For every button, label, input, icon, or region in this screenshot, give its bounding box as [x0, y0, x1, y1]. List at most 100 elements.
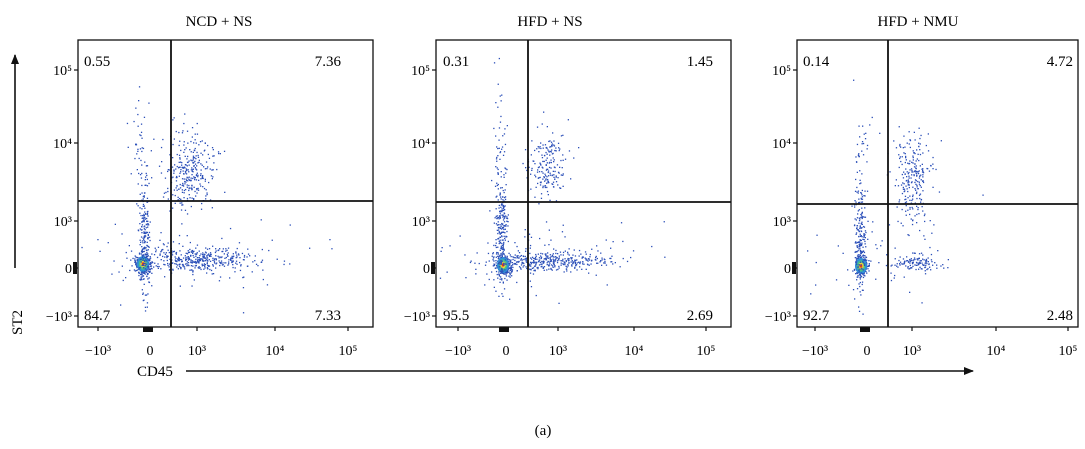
- event-dot: [194, 163, 197, 165]
- event-dot: [187, 180, 189, 182]
- event-dot: [525, 258, 527, 260]
- event-dot: [121, 265, 123, 267]
- event-dot: [515, 261, 518, 263]
- event-dot: [540, 257, 542, 260]
- event-dot: [495, 158, 498, 160]
- event-dot: [564, 263, 566, 266]
- event-dot: [566, 270, 568, 272]
- event-dot: [497, 255, 499, 257]
- event-dot: [559, 187, 561, 189]
- event-dot: [899, 156, 901, 158]
- event-dot: [562, 254, 564, 256]
- event-dot: [530, 173, 532, 175]
- event-dot: [493, 264, 495, 267]
- event-dot: [506, 217, 509, 220]
- event-dot: [232, 253, 234, 255]
- event-dot: [190, 205, 192, 208]
- event-dot: [903, 262, 906, 264]
- event-dot: [912, 162, 914, 164]
- event-dot: [143, 228, 145, 230]
- event-dot: [141, 137, 143, 139]
- event-dot: [167, 255, 169, 257]
- event-dot: [522, 266, 524, 268]
- event-dot: [493, 260, 495, 262]
- event-dot: [549, 259, 551, 261]
- event-dot: [184, 167, 186, 169]
- event-dot: [155, 265, 157, 267]
- event-dot: [246, 256, 248, 258]
- event-dot: [203, 264, 205, 266]
- event-dot: [903, 261, 906, 263]
- event-dot: [506, 271, 508, 273]
- event-dot: [262, 269, 264, 271]
- event-dot: [148, 236, 151, 238]
- event-dot: [501, 244, 504, 247]
- event-dot: [932, 163, 934, 165]
- event-dot: [178, 265, 181, 267]
- event-dot: [169, 258, 171, 260]
- event-dot: [539, 184, 542, 186]
- event-dot: [283, 263, 285, 266]
- event-dot: [557, 253, 559, 255]
- event-dot: [233, 255, 235, 257]
- event-dot: [854, 190, 857, 192]
- event-dot: [532, 160, 534, 162]
- event-dot: [542, 260, 545, 262]
- event-dot: [504, 255, 506, 257]
- event-dot: [927, 261, 929, 263]
- event-dot: [864, 255, 866, 257]
- event-dot: [913, 166, 916, 168]
- event-dot: [880, 245, 882, 247]
- event-dot: [175, 130, 177, 133]
- event-dot: [140, 261, 142, 263]
- event-dot: [501, 209, 504, 212]
- event-dot: [921, 206, 923, 208]
- event-dot: [856, 263, 858, 266]
- event-dot: [196, 260, 199, 262]
- event-dot: [179, 157, 181, 159]
- event-dot: [519, 267, 522, 269]
- event-dot: [901, 192, 904, 195]
- event-dot: [254, 260, 256, 262]
- event-dot: [499, 210, 501, 213]
- event-dot: [548, 261, 550, 263]
- event-dot: [495, 270, 498, 273]
- event-dot: [503, 200, 505, 202]
- event-dot: [923, 214, 926, 217]
- event-dot: [149, 265, 151, 267]
- event-dot: [136, 266, 138, 269]
- event-dot: [807, 250, 809, 252]
- y-tick-label: 10⁴: [411, 137, 430, 152]
- event-dot: [222, 264, 224, 266]
- event-dot: [555, 252, 557, 255]
- event-dot: [917, 259, 919, 261]
- event-dot: [916, 149, 918, 151]
- event-dot: [208, 259, 210, 261]
- event-dot: [499, 263, 501, 265]
- event-dot: [243, 259, 245, 261]
- event-dot: [502, 196, 504, 198]
- event-dot: [852, 289, 855, 291]
- event-dot: [146, 224, 148, 226]
- event-dot: [198, 161, 200, 163]
- event-dot: [555, 175, 557, 177]
- event-dot: [574, 255, 577, 257]
- event-dot: [915, 268, 917, 271]
- event-dot: [199, 260, 201, 262]
- event-dot: [584, 257, 586, 259]
- event-dot: [208, 248, 211, 250]
- event-dot: [139, 223, 141, 225]
- event-dot: [167, 170, 169, 173]
- event-dot: [144, 294, 147, 296]
- event-dot: [242, 312, 245, 314]
- event-dot: [143, 196, 145, 198]
- event-dot: [859, 291, 861, 293]
- event-dot: [495, 246, 497, 249]
- event-dot: [856, 229, 858, 231]
- event-dot: [495, 239, 497, 241]
- event-dot: [588, 258, 590, 260]
- event-dot: [505, 215, 507, 217]
- event-dot: [863, 239, 865, 241]
- event-dot: [146, 253, 148, 256]
- event-dot: [898, 259, 900, 262]
